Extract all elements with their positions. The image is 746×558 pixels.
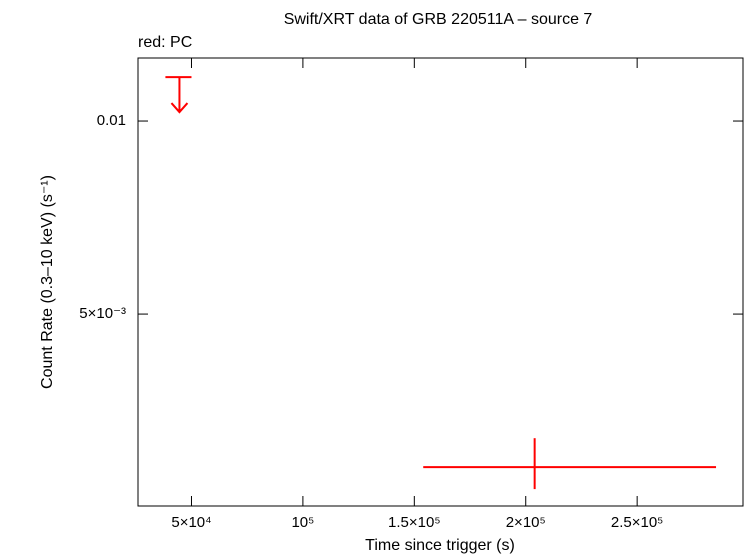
x-tick-label: 10⁵ — [291, 514, 314, 531]
x-tick-label: 5×10⁴ — [171, 514, 211, 531]
x-tick-label: 2×10⁵ — [506, 514, 546, 531]
y-axis-label: Count Rate (0.3–10 keV) (s⁻¹) — [39, 175, 56, 389]
chart-title: Swift/XRT data of GRB 220511A – source 7 — [284, 11, 593, 28]
plot-frame — [137, 57, 744, 507]
y-tick-label: 0.01 — [97, 112, 126, 129]
x-axis-label: Time since trigger (s) — [365, 537, 515, 554]
y-tick-label: 5×10⁻³ — [79, 305, 126, 322]
x-tick-label: 1.5×10⁵ — [388, 514, 441, 531]
subtitle: red: PC — [138, 34, 192, 51]
x-tick-label: 2.5×10⁵ — [611, 514, 664, 531]
upper-limit-arrow — [170, 77, 189, 114]
